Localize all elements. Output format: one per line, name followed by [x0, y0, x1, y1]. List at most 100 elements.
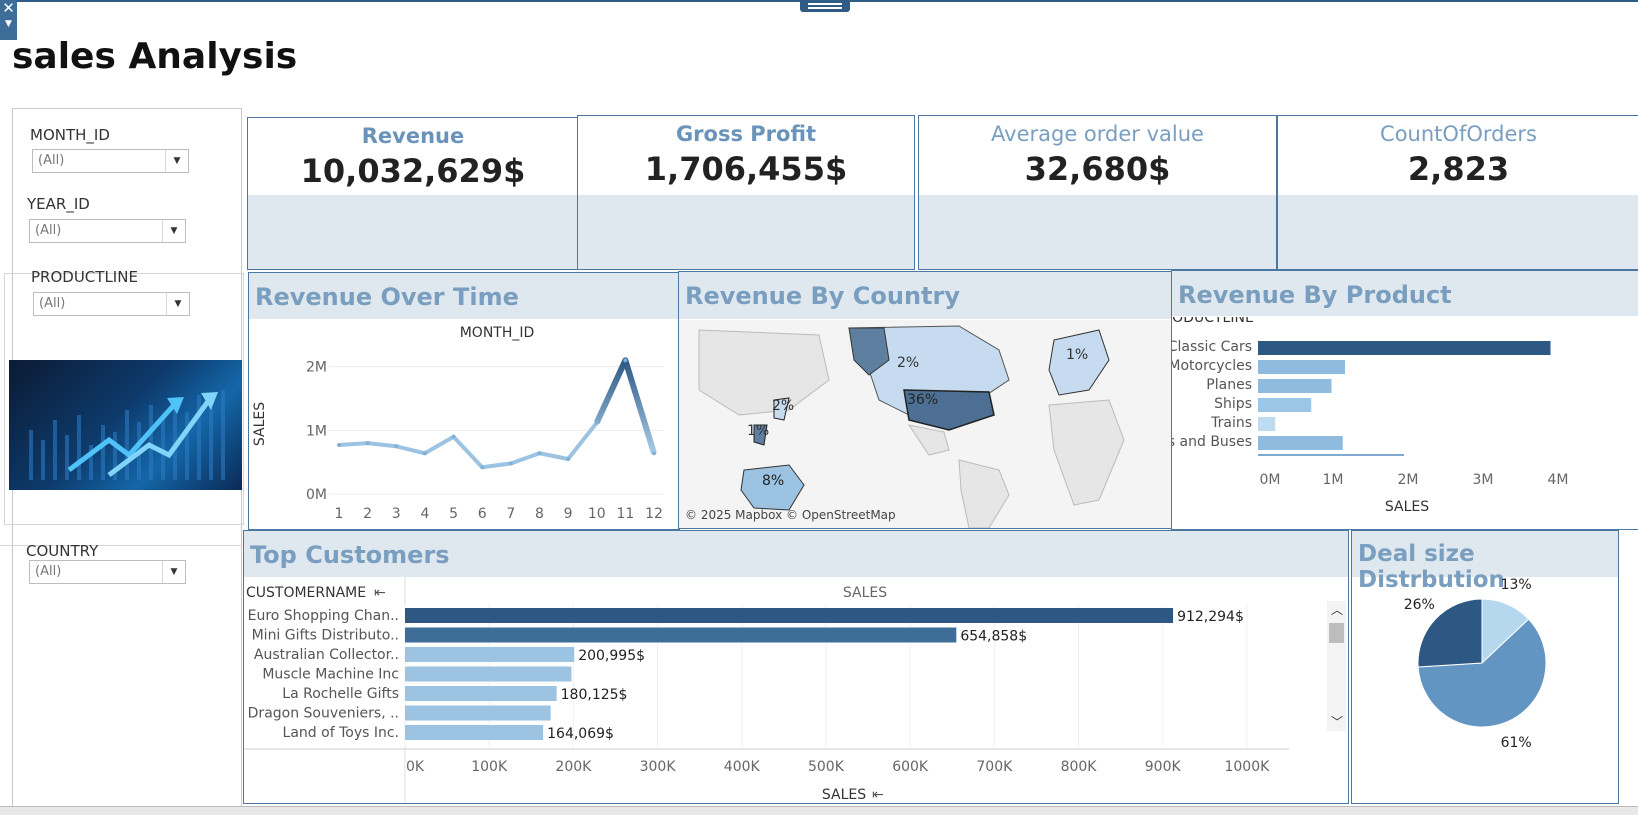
x-tick-label: 600K [892, 759, 929, 775]
chevron-up-icon[interactable]: ︿ [1331, 603, 1344, 617]
bottom-tab-strip [0, 806, 1638, 815]
x-tick-label: 1000K [1224, 759, 1270, 775]
map-label: 1% [747, 423, 770, 439]
customer-name: Dragon Souveniers, .. [248, 706, 399, 722]
map-label: 8% [762, 473, 785, 489]
kpi-band [919, 195, 1276, 269]
drag-handle[interactable] [800, 0, 850, 12]
section-header: Top Customers [244, 531, 1348, 577]
category-label: Motorcycles [1172, 358, 1252, 374]
kpi-gross-profit[interactable]: Gross Profit 1,706,455$ [577, 115, 915, 270]
x-axis-title: SALES [822, 787, 866, 803]
y-tick-label: 1M [306, 423, 327, 439]
category-label: Planes [1206, 377, 1252, 393]
data-point [566, 457, 571, 461]
x-tick-label: 9 [564, 506, 573, 522]
kpi-band [1278, 195, 1638, 269]
filter-year-select[interactable]: (All) ▼ [29, 219, 186, 243]
category-label: Trains [1210, 415, 1252, 431]
x-tick-label: 7 [506, 506, 515, 522]
x-axis-title: MONTH_ID [460, 325, 535, 341]
section-title: Revenue Over Time [255, 283, 519, 311]
product-bar [1258, 398, 1312, 412]
chevron-down-icon[interactable]: ▼ [162, 220, 185, 242]
scrollbar-thumb[interactable] [1329, 623, 1344, 643]
chevron-down-icon[interactable]: ▼ [166, 293, 189, 315]
product-bar-chart[interactable]: PRODUCTLINE Classic Cars Motorcycles Planes… [1172, 317, 1638, 529]
value-label: 180,125$ [561, 687, 628, 703]
data-point [422, 451, 427, 456]
y-axis-title: SALES [252, 402, 268, 446]
sort-icon: ⇤ [374, 585, 386, 601]
section-title: Revenue By Country [685, 282, 961, 310]
customer-name: Mini Gifts Distributo.. [252, 628, 399, 644]
filter-country-label: COUNTRY [26, 542, 99, 560]
kpi-label: Gross Profit [675, 122, 817, 146]
product-bar [1258, 436, 1343, 450]
map-attribution: © 2025 Mapbox © OpenStreetMap [685, 508, 896, 522]
kpi-label: Average order value [991, 122, 1204, 146]
page-title: sales Analysis [12, 36, 298, 77]
customer-bar [405, 666, 572, 682]
sales-line [338, 358, 656, 470]
filter-month-select[interactable]: (All) ▼ [32, 149, 189, 173]
x-tick-label: 700K [976, 759, 1013, 775]
value-label: 164,069$ [547, 726, 614, 742]
kpi-band [248, 195, 578, 269]
close-icon[interactable]: ✕ [2, 0, 15, 17]
section-header: Revenue By Product [1172, 271, 1638, 316]
sales-line-peak [594, 357, 657, 455]
section-header: Deal size Distrbution [1352, 531, 1618, 593]
value-label: 654,858$ [960, 629, 1027, 645]
x-tick-label: 10 [588, 506, 606, 522]
filter-year-label: YEAR_ID [27, 195, 90, 213]
data-point [537, 451, 542, 456]
kpi-revenue[interactable]: Revenue 10,032,629$ [247, 117, 579, 270]
customer-name: Euro Shopping Chan.. [248, 608, 399, 624]
x-tick-label: 11 [616, 506, 634, 522]
customer-name: Australian Collector.. [254, 647, 399, 663]
chevron-down-icon[interactable]: ▼ [162, 561, 185, 583]
customer-bar-chart[interactable]: CUSTOMERNAME ⇤ SALES 0K 100K 200K 300K 400K 500K… [244, 577, 1329, 803]
section-title: Top Customers [250, 541, 450, 569]
revenue-over-time-panel: Revenue Over Time MONTH_ID SALES 0M 1M 2M 1 2 3… [248, 272, 680, 530]
chevron-down-icon[interactable]: ▼ [5, 19, 12, 29]
product-bar [1258, 341, 1551, 355]
x-tick-label: 800K [1061, 759, 1098, 775]
scrollbar[interactable]: ︿ ﹀ [1327, 601, 1346, 731]
deal-size-pie-chart[interactable]: 13% 61% 26% [1352, 577, 1618, 803]
value-label: 200,995$ [578, 648, 645, 664]
divider-line [0, 545, 242, 546]
kpi-count-of-orders[interactable]: CountOfOrders 2,823 [1277, 115, 1638, 270]
x-axis-title: SALES [1385, 499, 1429, 515]
filter-country-select[interactable]: (All) ▼ [29, 560, 186, 584]
map-label: 1% [1066, 347, 1089, 363]
x-tick-label: 100K [471, 759, 508, 775]
x-tick-label: 12 [645, 506, 663, 522]
x-tick-label: 8 [535, 506, 544, 522]
customer-bar [405, 647, 575, 662]
x-tick-label: 400K [724, 759, 761, 775]
x-tick-label: 4M [1548, 472, 1569, 488]
customer-bar [405, 627, 957, 643]
growth-image [9, 360, 242, 490]
sort-icon: ⇤ [872, 787, 884, 803]
map-canvas[interactable]: 2% 36% 2% 1% 8% 1% © 2025 Mapbox © OpenS… [679, 320, 1172, 528]
kpi-average-order-value[interactable]: Average order value 32,680$ [918, 115, 1277, 270]
kpi-value: 10,032,629$ [300, 152, 526, 190]
filter-country-value: (All) [35, 564, 62, 579]
chevron-down-icon[interactable]: ﹀ [1331, 715, 1344, 729]
top-customers-panel: Top Customers CUSTOMERNAME ⇤ SALES 0K 100K 20… [243, 530, 1349, 804]
productline-filter-box [4, 273, 244, 525]
category-label: Classic Cars [1172, 339, 1252, 355]
customer-bar [405, 705, 551, 721]
map-label: 2% [897, 355, 920, 371]
corner-menu[interactable]: ✕ ▼ [0, 0, 17, 40]
section-header: Revenue Over Time [249, 273, 679, 319]
filter-productline-select[interactable]: (All) ▼ [33, 292, 190, 316]
kpi-value: 32,680$ [1024, 150, 1171, 188]
chevron-down-icon[interactable]: ▼ [165, 150, 188, 172]
deal-size-panel: Deal size Distrbution 13% 61% 26% [1351, 530, 1619, 804]
map-label: 2% [772, 398, 795, 414]
